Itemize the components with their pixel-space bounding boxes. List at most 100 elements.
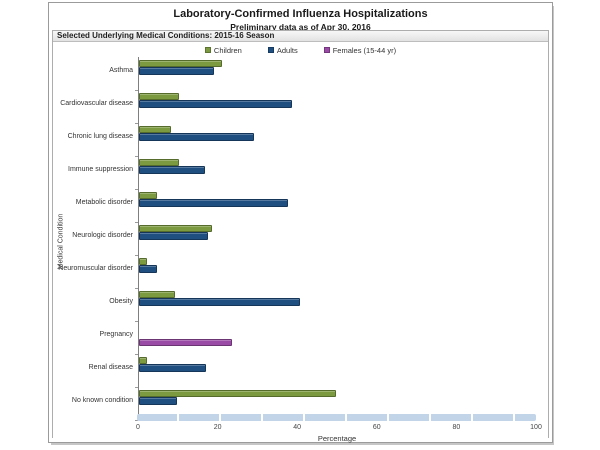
bar-slot <box>139 199 536 207</box>
bar-slot <box>139 405 536 413</box>
bar-children <box>139 125 171 133</box>
bar-adults <box>139 397 177 405</box>
bar-slot <box>139 141 536 149</box>
bar-slot <box>139 372 536 380</box>
category-row: Obesity <box>109 288 536 322</box>
category-label: Obesity <box>109 298 133 305</box>
horizontal-scrollbar[interactable] <box>137 414 536 421</box>
chart-window: Laboratory-Confirmed Influenza Hospitali… <box>48 2 553 443</box>
category-label: Immune suppression <box>68 166 133 173</box>
category-row: Metabolic disorder <box>76 189 536 223</box>
bar-slot <box>139 338 536 346</box>
bar-children <box>139 224 213 232</box>
bar-slot <box>139 397 536 405</box>
x-tick-label: 80 <box>452 424 461 431</box>
bar-slot <box>139 224 536 232</box>
bar-slot <box>139 59 536 67</box>
category-row: Asthma <box>109 57 536 91</box>
x-tick-label: 20 <box>213 424 222 431</box>
category-row: Neurologic disorder <box>72 222 536 256</box>
plot: Asthma Cardiovascular disease Chronic lung… <box>58 57 536 421</box>
category-label: Neurologic disorder <box>72 232 133 239</box>
bar-slot <box>139 265 536 273</box>
x-tick-label: 60 <box>372 424 381 431</box>
chart-subtitle: Preliminary data as of Apr 30, 2016 <box>230 22 371 32</box>
bar-slot <box>139 331 536 339</box>
legend-swatch-icon <box>204 47 211 53</box>
x-axis-ticks: 0 20 40 60 80 100 <box>136 424 542 433</box>
section-header: Selected Underlying Medical Conditions: … <box>53 31 548 42</box>
category-label: Cardiovascular disease <box>60 100 133 107</box>
bar-children <box>139 59 223 67</box>
bar-children <box>139 92 179 100</box>
bar-adults <box>139 67 215 75</box>
bar-slot <box>139 273 536 281</box>
legend-swatch-icon <box>323 47 330 53</box>
bar-adults <box>139 199 288 207</box>
bar-slot <box>139 174 536 182</box>
bar-adults <box>139 232 209 240</box>
bar-slot <box>139 290 536 298</box>
legend-label: Females (15-44 yr) <box>332 45 397 55</box>
category-label: Metabolic disorder <box>75 199 133 206</box>
bar-adults <box>139 298 300 306</box>
bar-slot <box>139 364 536 372</box>
bar-slot <box>139 125 536 133</box>
bar-children <box>139 290 175 298</box>
category-label: Pregnancy <box>99 331 133 338</box>
bar-slot <box>139 356 536 364</box>
bar-slot <box>139 298 536 306</box>
category-label: Neuromuscular disorder <box>58 265 133 272</box>
legend-label: Adults <box>276 45 298 55</box>
category-row: Renal disease <box>89 354 536 388</box>
legend-item-adults[interactable]: Adults <box>267 45 298 55</box>
bar-adults <box>139 133 255 141</box>
bar-slot <box>139 232 536 240</box>
chart-area: Children Adults Females (15-44 yr) Medical… <box>53 42 548 443</box>
bar-adults <box>139 100 292 108</box>
bar-slot <box>139 100 536 108</box>
bar-slot <box>139 207 536 215</box>
bar-slot <box>139 257 536 265</box>
category-row: Cardiovascular disease <box>60 90 536 124</box>
bar-children <box>139 389 336 397</box>
bar-children <box>139 191 157 199</box>
bar-slot <box>139 166 536 174</box>
bar-children <box>139 158 179 166</box>
legend-item-children[interactable]: Children <box>204 45 242 55</box>
legend-swatch-icon <box>267 47 274 53</box>
bar-children <box>139 257 147 265</box>
bar-slot <box>139 191 536 199</box>
x-axis-label: Percentage <box>317 434 357 443</box>
bar-slot <box>139 158 536 166</box>
bar-children <box>139 356 147 364</box>
category-row: Neuromuscular disorder <box>58 255 536 289</box>
category-label: No known condition <box>71 397 133 404</box>
y-axis-label: Medical Condition <box>57 213 65 270</box>
bar-slot <box>139 108 536 116</box>
bar-slot <box>139 67 536 75</box>
bar-adults <box>139 265 157 273</box>
category-row: No known condition <box>72 387 536 421</box>
legend-label: Children <box>213 45 242 55</box>
category-row: Immune suppression <box>68 156 536 190</box>
bar-slot <box>139 240 536 248</box>
bar-slot <box>139 306 536 314</box>
category-row: Pregnancy <box>100 321 536 355</box>
category-label: Asthma <box>109 67 133 74</box>
x-tick-label: 40 <box>293 424 302 431</box>
bar-adults <box>139 166 205 174</box>
bar-females-15-44-yr <box>139 338 233 346</box>
chart-title: Laboratory-Confirmed Influenza Hospitali… <box>173 8 428 20</box>
bar-slot <box>139 75 536 83</box>
bar-slot <box>139 324 536 332</box>
legend-item-females-15-44-yr[interactable]: Females (15-44 yr) <box>323 45 397 55</box>
category-label: Chronic lung disease <box>67 133 133 140</box>
bar-adults <box>139 364 207 372</box>
category-row: Chronic lung disease <box>68 123 536 157</box>
bar-slot <box>139 389 536 397</box>
x-tick-label: 0 <box>136 424 140 431</box>
legend: Children Adults Females (15-44 yr) <box>53 44 548 56</box>
category-label: Renal disease <box>88 364 133 371</box>
chart-panel: Selected Underlying Medical Conditions: … <box>52 30 549 443</box>
